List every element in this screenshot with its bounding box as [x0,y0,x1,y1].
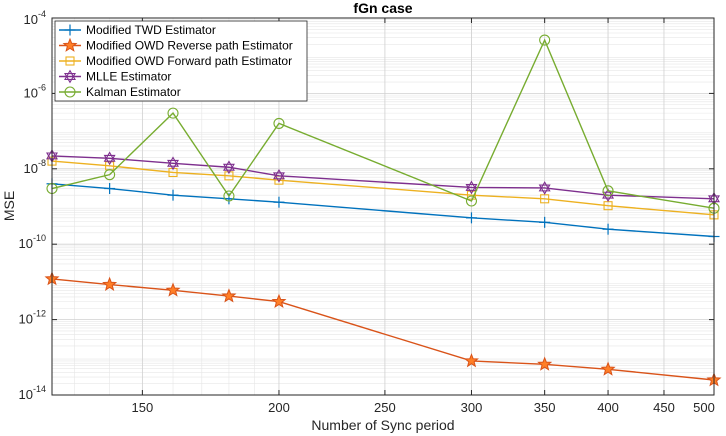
data-point [465,195,478,207]
series-layer [44,34,722,387]
marker-stroke [465,180,478,191]
x-tick-label: 300 [461,400,483,415]
x-tick-label: 400 [597,400,619,415]
x-tick-label: 250 [374,400,396,415]
legend-marker [64,69,76,84]
data-point [602,223,614,235]
series-line [51,160,715,216]
legend-box [54,20,308,102]
data-point [223,190,235,202]
x-tick-label: 150 [132,400,154,415]
legend-item: Kalman Estimator [59,85,181,99]
data-point [273,196,285,208]
plot-frame [51,17,715,396]
series-line [51,155,715,200]
marker-stroke [167,156,179,167]
marker-stroke [103,154,116,166]
data-point [539,34,551,46]
data-point [600,361,616,376]
data-point [167,189,179,201]
y-tick-label: 10-6 [24,82,46,100]
legend-item: Modified OWD Reverse path Estimator [59,37,293,53]
data-point [104,183,116,195]
legend-marker [62,37,78,52]
legend-label: MLLE Estimator [86,70,171,84]
legend-item: Modified TWD Estimator [59,23,216,37]
axis-ticks [52,17,715,396]
x-axis-title: Number of Sync period [311,417,454,433]
x-tick-label: 200 [268,400,290,415]
y-tick-labels: 10-14 10-12 10-10 10-8 10-6 10-4 [19,9,46,402]
legend-label: Modified TWD Estimator [86,23,216,37]
marker-stroke [538,184,551,195]
data-point [167,156,179,171]
data-point [538,181,551,195]
data-point [103,151,116,166]
marker-stroke [167,159,179,171]
marker-stroke [602,188,615,199]
x-tick-labels: 150 200 250 300 350 400 450 500 [132,400,715,415]
series-line [51,38,715,209]
series-2 [44,271,722,387]
data-point [463,353,479,368]
data-point [224,171,234,181]
y-tick-label: 10-12 [19,309,46,327]
legend-item: MLLE Estimator [59,70,171,84]
data-point [465,180,478,195]
data-point [273,117,285,129]
y-tick-label: 10-10 [19,233,46,251]
x-tick-label: 450 [653,400,675,415]
marker-stroke [272,172,285,183]
data-point [271,293,287,308]
data-point [272,168,285,183]
data-point [537,356,553,371]
marker-stroke [64,69,76,80]
y-tick-label: 10-14 [19,384,46,402]
x-tick-label: 350 [534,400,556,415]
legend-label: Modified OWD Forward path Estimator [86,54,292,68]
marker-stroke [465,184,478,195]
data-point [539,216,551,228]
data-point [102,276,118,291]
marker-stroke [64,73,76,84]
y-axis-title: MSE [1,191,17,221]
data-point [602,188,615,203]
legend-label: Kalman Estimator [86,85,181,99]
y-tick-label: 10-8 [24,158,46,176]
data-point [167,107,179,119]
legend-marker [64,86,76,98]
legend-marker [65,56,75,66]
data-point [466,190,477,200]
y-tick-label: 10-4 [24,9,46,27]
data-point [165,282,181,297]
marker-stroke [538,181,551,192]
marker-stroke [272,168,285,180]
legend-item: Modified OWD Forward path Estimator [59,54,292,68]
legend: Modified TWD Estimator Modified OWD Rever… [54,20,308,102]
legend-label: Modified OWD Reverse path Estimator [86,39,293,53]
marker-stroke [103,151,116,162]
data-point [104,169,116,181]
data-point [465,212,477,224]
data-point [602,185,614,197]
chart-title: fGn case [353,0,412,16]
data-point [221,288,237,303]
data-point [222,160,235,175]
series-5 [46,34,720,214]
marker-stroke [222,163,235,175]
marker-stroke [602,191,615,203]
x-tick-label: 500 [693,400,715,415]
marker-stroke [222,160,235,171]
legend-marker [64,24,76,36]
